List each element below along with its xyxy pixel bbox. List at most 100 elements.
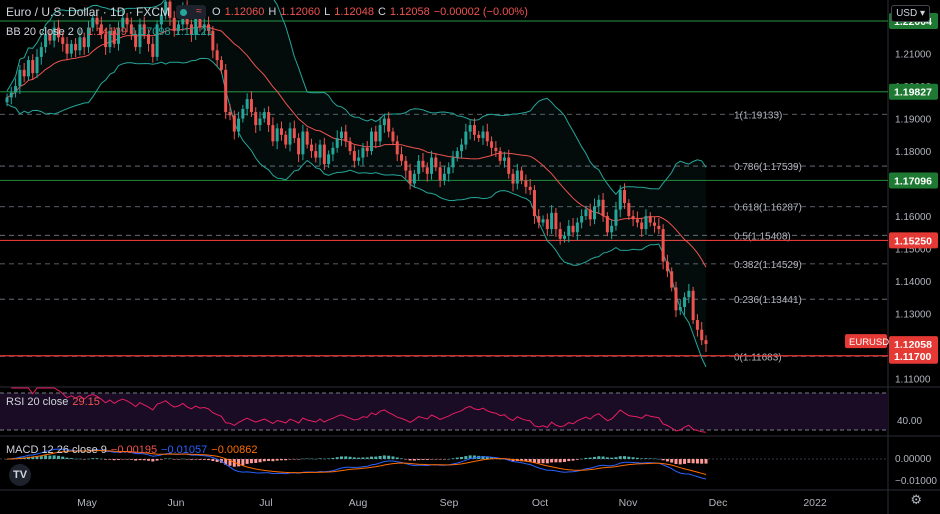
macd-histogram-bar: [31, 456, 35, 459]
bb-legend-label: BB 20 close 2 0: [6, 26, 84, 38]
candle-body: [129, 24, 133, 35]
candle-body: [305, 131, 309, 145]
candle-body: [434, 157, 438, 168]
macd-histogram-bar: [605, 457, 609, 459]
candle-body: [82, 37, 86, 48]
candle-body: [464, 131, 468, 145]
macd-histogram-bar: [327, 458, 331, 459]
candle-body: [48, 34, 52, 41]
candle-body: [554, 212, 558, 230]
bb-legend[interactable]: BB 20 close 2 0 1.14109 1.17098 1.11121: [6, 26, 213, 38]
macd-histogram-bar: [194, 459, 198, 460]
macd-histogram-bar: [65, 457, 69, 459]
x-axis-label: Sep: [440, 497, 459, 509]
candle-body: [477, 134, 481, 139]
candle-body: [661, 229, 665, 262]
candle-body: [95, 17, 99, 25]
macd-histogram-bar: [584, 457, 588, 459]
macd-histogram-bar: [404, 459, 408, 460]
macd-histogram-bar: [537, 459, 541, 464]
candle-body: [520, 170, 524, 181]
macd-histogram-bar: [245, 459, 249, 464]
macd-histogram-bar: [305, 458, 309, 460]
candle-body: [575, 222, 579, 233]
macd-histogram-bar: [430, 459, 434, 460]
macd-histogram-bar: [640, 458, 644, 459]
ohlc-change: −0.00002 (−0.00%): [433, 6, 528, 18]
candle-body: [704, 340, 708, 345]
macd-histogram-bar: [288, 459, 292, 460]
candle-body: [335, 138, 339, 148]
candle-body: [61, 37, 65, 44]
macd-histogram-bar: [412, 459, 416, 461]
candle-body: [69, 43, 73, 54]
gear-icon[interactable]: ⚙: [910, 492, 922, 507]
candle-body: [9, 92, 13, 98]
macd-histogram-bar: [382, 455, 386, 459]
macd-histogram-bar: [125, 459, 129, 460]
macd-histogram-bar: [434, 459, 438, 460]
symbol-legend[interactable]: Euro / U.S. Dollar · 1D · FXCM ≈ O 1.1206…: [6, 5, 528, 19]
candle-body: [618, 190, 622, 210]
macd-histogram-bar: [309, 458, 313, 460]
macd-histogram-bar: [262, 459, 266, 462]
macd-histogram-bar: [455, 457, 459, 459]
candle-body: [593, 206, 597, 220]
macd-histogram-bar: [425, 459, 429, 460]
macd-histogram-bar: [271, 459, 275, 462]
candle-body: [447, 167, 451, 174]
macd-histogram-bar: [614, 457, 618, 459]
x-axis-label: Aug: [349, 497, 368, 509]
candle-body: [314, 151, 318, 158]
macd-histogram-bar: [164, 458, 168, 459]
macd-histogram-bar: [318, 458, 322, 459]
fib-level-label: 0(1.11683): [734, 352, 782, 363]
x-axis-label: Oct: [532, 497, 548, 509]
candle-body: [472, 125, 476, 135]
macd-histogram-bar: [554, 459, 558, 463]
candle-body: [309, 144, 313, 152]
macd-histogram-bar: [438, 459, 442, 460]
candle-body: [318, 144, 322, 158]
candle-body: [614, 209, 618, 226]
candle-body: [438, 167, 442, 181]
rsi-line: [11, 387, 707, 433]
tradingview-logo-icon[interactable]: TV: [9, 464, 31, 486]
macd-histogram-bar: [618, 456, 622, 459]
candle-body: [430, 157, 434, 174]
rsi-legend[interactable]: RSI 20 close 29.15: [6, 396, 100, 408]
candle-body: [108, 30, 112, 48]
ohlc-low-label: L: [324, 6, 331, 18]
ohlc-high: 1.12060: [280, 6, 321, 18]
macd-signal-value: −0.00862: [211, 444, 258, 456]
macd-histogram-bar: [374, 456, 378, 459]
bb-fill: [7, 0, 706, 367]
macd-legend[interactable]: MACD 12 26 close 9 −0.00195 −0.01057 −0.…: [6, 444, 257, 456]
macd-histogram-bar: [610, 457, 614, 459]
currency-selector[interactable]: USD ▾: [891, 5, 930, 22]
candle-body: [691, 290, 695, 321]
candle-body: [657, 225, 661, 230]
macd-histogram-bar: [464, 456, 468, 459]
macd-histogram-bar: [442, 459, 446, 460]
candle-body: [387, 118, 391, 132]
macd-histogram-bar: [159, 459, 163, 460]
legend-toggle[interactable]: ≈: [176, 5, 207, 19]
candle-body: [532, 190, 536, 217]
macd-histogram-bar: [279, 459, 283, 461]
candle-body: [417, 160, 421, 174]
macd-histogram-bar: [339, 456, 343, 459]
candle-body: [74, 43, 78, 51]
macd-histogram-bar: [61, 456, 65, 459]
macd-histogram-bar: [275, 459, 279, 461]
price-tick-label: 1.13000: [895, 310, 932, 321]
candle-body: [275, 128, 279, 142]
macd-histogram-bar: [138, 459, 142, 461]
candle-body: [580, 216, 584, 223]
macd-histogram-bar: [215, 459, 219, 462]
price-tick-label: 1.19000: [895, 115, 932, 126]
macd-histogram-bar: [241, 459, 245, 466]
ohlc-high-label: H: [268, 6, 277, 18]
candle-body: [142, 24, 146, 35]
